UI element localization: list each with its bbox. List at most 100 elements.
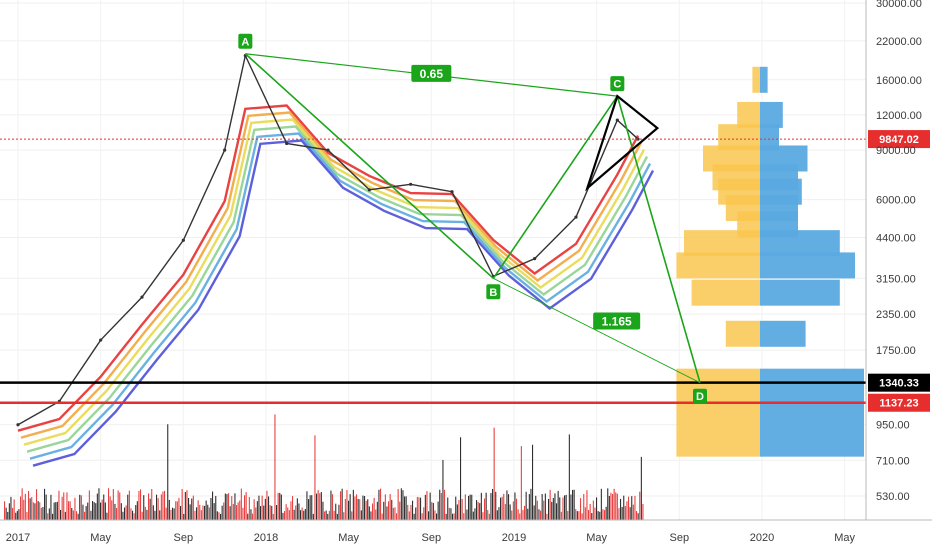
volume-bar: [338, 504, 340, 520]
volume-bar: [296, 498, 298, 520]
volume-bar: [93, 502, 95, 520]
volume-bar: [218, 512, 220, 520]
volume-bar: [466, 509, 468, 520]
volume-bars: [4, 414, 644, 520]
volume-bar: [316, 493, 318, 520]
volume-bar: [516, 498, 518, 520]
volume-bar: [504, 504, 506, 520]
volume-bar: [176, 501, 178, 520]
volume-bar: [532, 444, 534, 520]
volume-bar: [628, 496, 630, 520]
volume-bar: [13, 499, 15, 520]
volume-bar: [199, 504, 201, 520]
volume-bar: [16, 510, 18, 520]
volume-bar: [429, 492, 431, 520]
price-tag: [868, 130, 930, 149]
volume-bar: [426, 491, 428, 520]
volume-bar: [437, 501, 439, 520]
volume-bar: [423, 507, 425, 520]
volume-bar: [245, 492, 247, 520]
volume-bar: [445, 513, 447, 520]
volume-bar: [399, 501, 401, 520]
vp-sell-bar: [725, 320, 760, 347]
volume-bar: [367, 499, 369, 520]
volume-bar: [508, 494, 510, 520]
volume-bar: [519, 513, 521, 520]
volume-bar: [285, 504, 287, 520]
volume-bar: [109, 496, 111, 520]
volume-bar: [471, 494, 473, 520]
volume-bar: [474, 508, 476, 520]
volume-bar: [61, 496, 63, 520]
volume-bar: [64, 511, 66, 520]
volume-bar: [263, 505, 265, 520]
volume-bar: [362, 495, 364, 520]
volume-bar: [183, 513, 185, 520]
volume-bar: [135, 505, 137, 520]
volume-bar: [604, 510, 606, 520]
volume-bar: [308, 499, 310, 520]
volume-bar: [24, 493, 26, 520]
volume-bar: [424, 494, 426, 520]
volume-bar: [168, 499, 170, 520]
volume-bar: [405, 496, 407, 520]
volume-bar: [597, 511, 599, 520]
volume-bar: [631, 496, 633, 520]
volume-bar: [320, 492, 322, 520]
volume-bar: [258, 495, 260, 520]
volume-bar: [8, 503, 10, 520]
volume-bar: [490, 493, 492, 520]
volume-bar: [568, 434, 570, 520]
volume-bar: [509, 504, 511, 520]
harmonic-pattern[interactable]: A B C D 0.65 1.165: [238, 33, 707, 404]
volume-bar: [298, 503, 300, 520]
volume-bar: [100, 502, 102, 520]
volume-bar: [580, 498, 582, 520]
volume-bar: [191, 498, 193, 520]
volume-bar: [66, 492, 68, 520]
volume-bar: [416, 496, 418, 520]
ratio-ac-badge: [411, 64, 452, 82]
volume-bar: [392, 507, 394, 520]
x-tick-label: Sep: [422, 532, 442, 544]
volume-bar: [472, 511, 474, 520]
volume-bar: [221, 505, 223, 520]
volume-bar: [186, 490, 188, 520]
volume-bar: [397, 489, 399, 520]
volume-bar: [44, 488, 46, 520]
volume-bar: [535, 495, 537, 520]
volume-bar: [178, 497, 180, 520]
volume-bar: [196, 507, 198, 520]
volume-bar: [444, 489, 446, 520]
volume-bar: [359, 499, 361, 520]
volume-bar: [431, 502, 433, 520]
volume-bar: [271, 505, 273, 520]
volume-bar: [127, 494, 129, 520]
volume-bar: [632, 504, 634, 520]
volume-bar: [586, 490, 588, 520]
volume-bar: [573, 489, 575, 520]
volume-bar: [551, 501, 553, 520]
volume-bar: [527, 508, 529, 520]
volume-bar: [39, 502, 41, 520]
volume-bar: [74, 497, 76, 520]
volume-bar: [48, 508, 50, 520]
volume-bar: [213, 503, 215, 520]
price-tag: [868, 393, 930, 412]
volume-bar: [484, 498, 486, 520]
horizontal-lines[interactable]: 1340.33 1137.23 9847.02: [0, 130, 930, 412]
vp-sell-bar: [684, 230, 760, 257]
volume-bar: [253, 499, 255, 520]
x-tick-label: 2017: [6, 532, 30, 544]
pattern-leg-bc: [492, 95, 618, 279]
volume-bar: [106, 512, 108, 520]
volume-bar: [525, 491, 527, 520]
volume-bar: [453, 513, 455, 520]
volume-bar: [357, 498, 359, 520]
volume-bar: [240, 488, 242, 520]
price-point: [533, 257, 537, 261]
y-tick-label: 1750.00: [876, 345, 916, 357]
volume-bar: [335, 503, 337, 520]
volume-bar: [511, 510, 513, 520]
